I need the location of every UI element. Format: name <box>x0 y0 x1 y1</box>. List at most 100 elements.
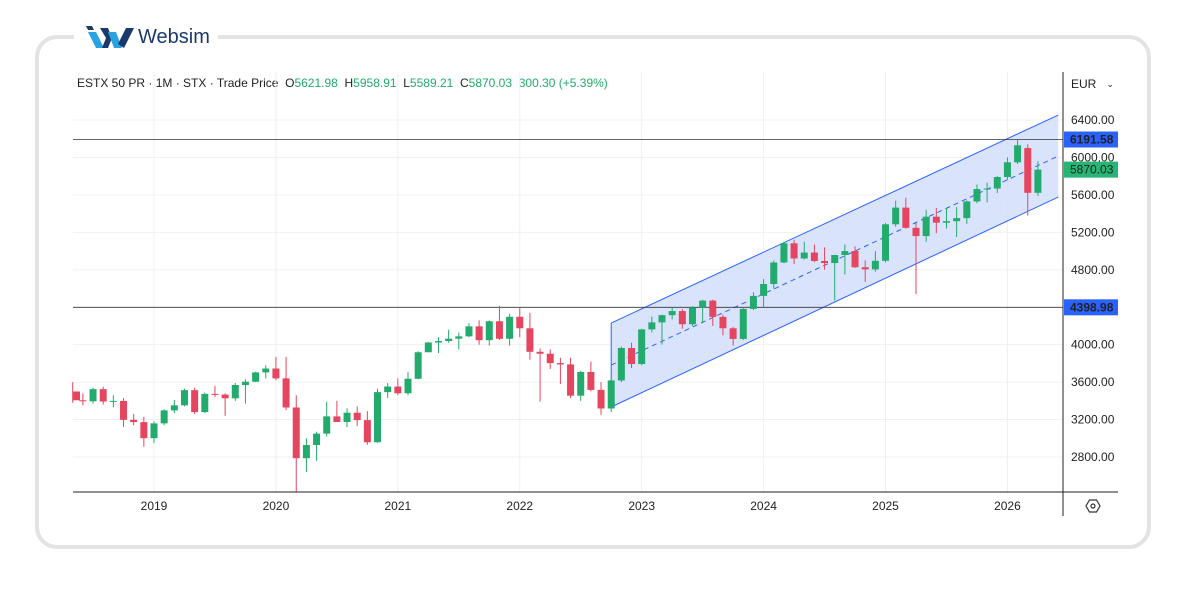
candle <box>932 207 940 234</box>
candle-body <box>597 389 605 409</box>
candle-body <box>719 316 727 329</box>
level-price-label: 6191.58 <box>1070 133 1114 147</box>
currency-selector[interactable]: EUR ⌄ <box>1066 72 1118 96</box>
candle <box>150 421 158 443</box>
candle-body <box>709 300 717 317</box>
symbol-name[interactable]: ESTX 50 PR <box>77 76 146 90</box>
candle <box>556 357 564 384</box>
candle <box>72 382 80 403</box>
candle <box>648 316 656 333</box>
candle <box>526 312 534 360</box>
candle-body <box>770 262 778 285</box>
candle-body <box>953 218 961 222</box>
open-label: O <box>285 76 295 90</box>
candle <box>282 356 290 411</box>
low-label: L <box>403 76 410 90</box>
candle <box>638 328 646 366</box>
candle-body <box>262 368 270 373</box>
candle <box>353 406 361 427</box>
candle-body <box>485 321 493 341</box>
candle-body <box>678 311 686 325</box>
candle <box>313 431 321 461</box>
candle-body <box>89 389 97 402</box>
candle-body <box>699 300 707 308</box>
candle-body <box>831 254 839 264</box>
candle-body <box>414 352 422 379</box>
candle-body <box>120 400 128 420</box>
symbol-legend: ESTX 50 PR · 1M · STX · Trade Price O562… <box>77 76 608 90</box>
x-tick-label: 2025 <box>872 499 899 513</box>
candle-body <box>658 315 666 323</box>
candle-body <box>1014 145 1022 163</box>
candle-body <box>170 405 178 411</box>
candle <box>374 388 382 443</box>
candle-body <box>394 386 402 394</box>
candle <box>506 313 514 346</box>
candle-body <box>729 328 737 339</box>
candle-body <box>140 422 148 439</box>
high-label: H <box>344 76 354 90</box>
candle <box>140 416 148 447</box>
candle <box>99 386 107 405</box>
candle <box>241 379 249 404</box>
candle <box>221 393 229 416</box>
candle-body <box>455 336 463 339</box>
y-tick-label: 6000.00 <box>1071 150 1115 164</box>
gear-icon[interactable] <box>1085 499 1101 513</box>
candle <box>607 378 615 413</box>
candle-body <box>902 207 910 228</box>
candle-body <box>150 423 158 439</box>
currency-label: EUR <box>1071 77 1097 91</box>
candle-body <box>780 243 788 263</box>
candle <box>902 197 910 229</box>
candle-body <box>231 385 239 399</box>
candle <box>800 241 808 260</box>
candle <box>465 323 473 338</box>
candle-body <box>465 326 473 337</box>
candle-body <box>160 410 168 424</box>
candle <box>384 383 392 399</box>
candle-body <box>526 328 534 352</box>
candle-body <box>648 322 656 330</box>
open-value: 5621.98 <box>294 76 338 90</box>
candle-body <box>1034 169 1042 193</box>
chart-card <box>35 35 1151 549</box>
interval[interactable]: 1M <box>155 76 173 90</box>
candle-body <box>983 188 991 190</box>
candle <box>191 387 199 414</box>
candle-body <box>790 243 798 259</box>
candle-body <box>628 347 636 365</box>
candle <box>658 314 666 345</box>
candle <box>536 348 544 402</box>
candle <box>983 182 991 203</box>
candle-body <box>516 316 524 329</box>
candle-body <box>638 329 646 365</box>
candle <box>963 200 971 224</box>
candle <box>993 176 1001 194</box>
candle <box>272 356 280 381</box>
candle-body <box>434 341 442 343</box>
websim-logo: Websim <box>74 20 218 54</box>
candle-body <box>211 393 219 395</box>
candle <box>892 200 900 227</box>
price-type: Trade Price <box>216 76 279 90</box>
candle <box>302 438 310 472</box>
candle <box>1014 139 1022 164</box>
y-tick-label: 4000.00 <box>1071 338 1115 352</box>
candle <box>109 395 117 408</box>
candle <box>333 400 341 422</box>
candle <box>160 409 168 426</box>
candle <box>414 351 422 380</box>
high-value: 5958.91 <box>353 76 397 90</box>
y-tick-label: 2800.00 <box>1071 450 1115 464</box>
candle <box>495 305 503 340</box>
y-tick-label: 6400.00 <box>1071 113 1115 127</box>
candle-body <box>861 267 869 270</box>
close-label: C <box>459 76 469 90</box>
candle <box>912 222 920 295</box>
candle-body <box>292 407 300 459</box>
candle <box>739 308 747 340</box>
candle-body <box>739 308 747 339</box>
candle <box>699 299 707 324</box>
